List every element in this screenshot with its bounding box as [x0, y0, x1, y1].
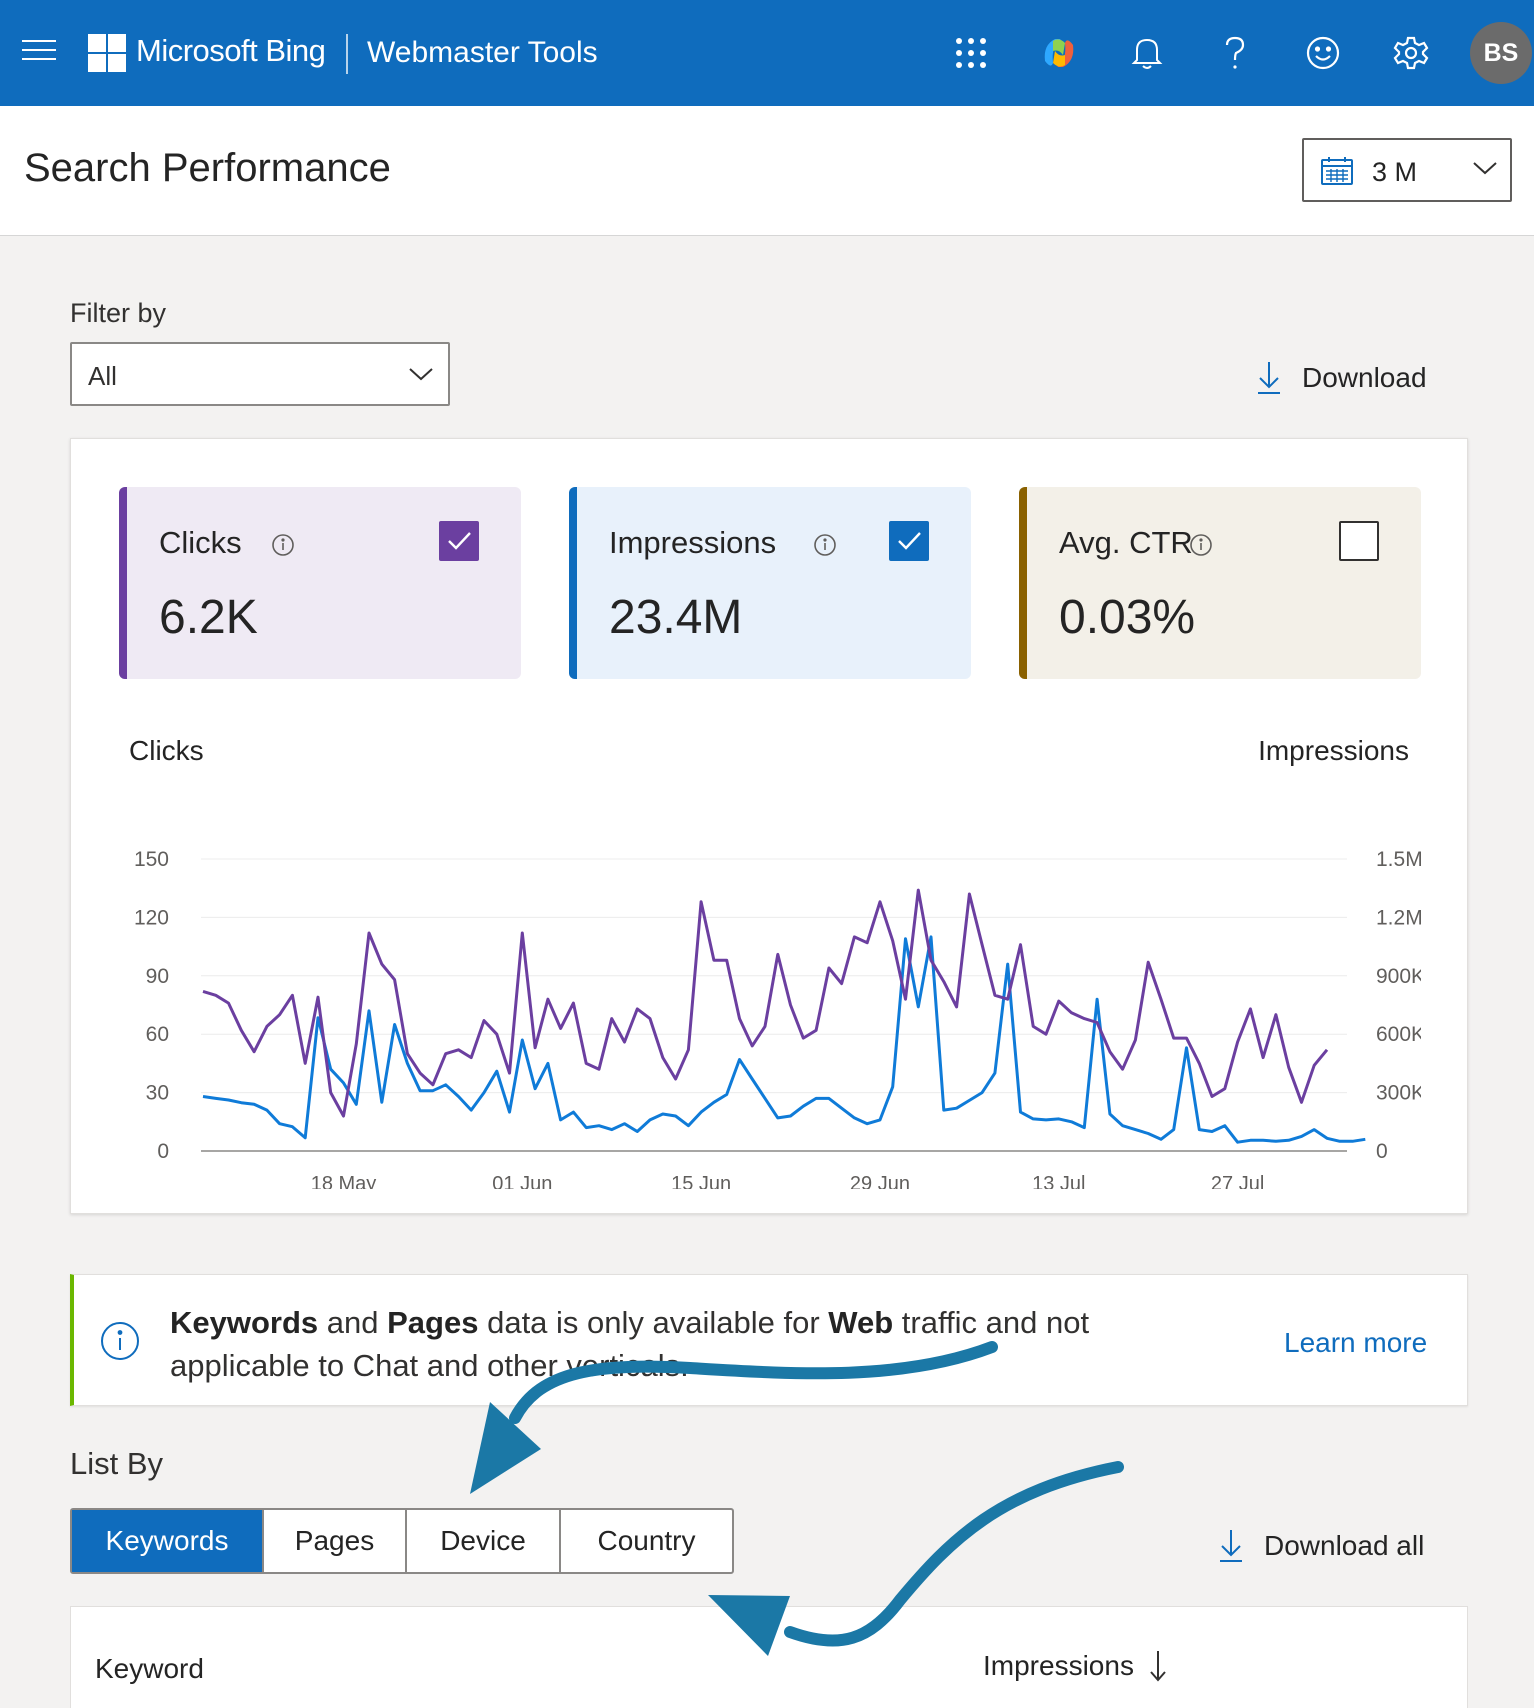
- microsoft-logo-icon: [88, 34, 126, 72]
- metric-accent-bar: [1019, 487, 1027, 679]
- right-axis-tick-label: 900K: [1376, 965, 1425, 988]
- filter-value: All: [88, 361, 117, 391]
- tab-country[interactable]: Country: [597, 1525, 696, 1556]
- x-axis-tick-label: 15 Jun: [671, 1173, 731, 1189]
- column-header-label: Impressions: [983, 1650, 1134, 1681]
- apps-grid-icon[interactable]: [946, 28, 996, 78]
- download-all-label: Download all: [1264, 1530, 1425, 1561]
- checkmark-icon: [448, 532, 471, 550]
- list-by-segmented-control: Keywords Pages Device Country: [70, 1508, 734, 1574]
- metric-checkbox[interactable]: [1339, 521, 1379, 561]
- x-axis-tick-label: 01 Jun: [492, 1173, 552, 1189]
- left-axis-tick-label: 0: [157, 1140, 169, 1163]
- download-all-button[interactable]: Download all: [1218, 1524, 1424, 1568]
- sort-descending-icon: [1150, 1651, 1166, 1682]
- tab-device[interactable]: Device: [407, 1510, 561, 1572]
- right-axis-tick-label: 1.2M: [1376, 906, 1423, 929]
- right-axis-tick-label: 300K: [1376, 1082, 1425, 1105]
- info-banner: Keywords and Pages data is only availabl…: [70, 1274, 1468, 1406]
- chevron-down-icon: [1473, 162, 1497, 175]
- right-axis-tick-label: 0: [1376, 1140, 1388, 1163]
- keywords-table: Keyword Impressions: [70, 1606, 1468, 1708]
- menu-icon[interactable]: [22, 40, 56, 64]
- product-name[interactable]: Webmaster Tools: [367, 36, 598, 69]
- settings-gear-icon[interactable]: [1386, 28, 1436, 78]
- download-icon: [1220, 1530, 1242, 1562]
- top-navigation-bar: Microsoft Bing Webmaster Tools: [0, 0, 1534, 106]
- metric-value: 6.2K: [159, 591, 258, 644]
- avatar[interactable]: BS: [1470, 22, 1532, 84]
- banner-text: data is only available for: [478, 1305, 829, 1340]
- right-axis-tick-label: 600K: [1376, 1023, 1425, 1046]
- info-icon: [101, 1322, 139, 1360]
- copilot-icon[interactable]: [1034, 28, 1084, 78]
- column-header-impressions[interactable]: Impressions: [983, 1649, 1168, 1683]
- metric-card-clicks[interactable]: Clicks 6.2K: [119, 487, 521, 679]
- banner-pages: Pages: [387, 1305, 479, 1340]
- metric-accent-bar: [119, 487, 127, 679]
- banner-keywords: Keywords: [170, 1305, 319, 1340]
- chevron-down-icon: [409, 368, 433, 381]
- help-icon[interactable]: [1210, 28, 1260, 78]
- tab-keywords[interactable]: Keywords: [72, 1510, 264, 1572]
- chart-left-axis-label: Clicks: [129, 735, 204, 766]
- info-icon[interactable]: [813, 533, 837, 557]
- download-icon: [1258, 362, 1280, 394]
- banner-web: Web: [828, 1305, 894, 1340]
- banner-text: and: [318, 1305, 388, 1340]
- info-icon[interactable]: [271, 533, 295, 557]
- metric-value: 23.4M: [609, 591, 743, 644]
- left-axis-tick-label: 90: [146, 965, 169, 988]
- tab-pages[interactable]: Pages: [264, 1510, 407, 1572]
- bell-icon[interactable]: [1122, 28, 1172, 78]
- right-axis-tick-label: 1.5M: [1376, 848, 1423, 871]
- download-button[interactable]: Download: [1256, 356, 1427, 400]
- page-header: Search Performance 3 M: [0, 106, 1534, 236]
- performance-card: Clicks 6.2K Impressions 23.4M Avg. CTR 0…: [70, 438, 1468, 1214]
- left-axis-tick-label: 60: [146, 1023, 169, 1046]
- date-range-value: 3 M: [1372, 157, 1418, 187]
- filter-dropdown[interactable]: All: [70, 342, 450, 406]
- date-range-dropdown[interactable]: 3 M: [1302, 138, 1512, 202]
- feedback-smiley-icon[interactable]: [1298, 28, 1348, 78]
- metric-card-impressions[interactable]: Impressions 23.4M: [569, 487, 971, 679]
- checkmark-icon: [898, 532, 921, 550]
- calendar-icon: [1321, 157, 1353, 185]
- download-label: Download: [1302, 362, 1427, 393]
- x-axis-tick-label: 18 May: [311, 1173, 377, 1189]
- metric-checkbox[interactable]: [439, 521, 479, 561]
- metric-name: Avg. CTR: [1059, 525, 1193, 560]
- x-axis-tick-label: 13 Jul: [1032, 1173, 1085, 1189]
- x-axis-tick-label: 27 Jul: [1211, 1173, 1264, 1189]
- brand-name[interactable]: Microsoft Bing: [136, 33, 326, 68]
- list-by-label: List By: [70, 1446, 164, 1481]
- learn-more-link[interactable]: Learn more: [1284, 1327, 1428, 1358]
- series-line-impressions: [202, 935, 1366, 1144]
- right-axis-mask: [1421, 829, 1467, 1169]
- column-header-keyword[interactable]: Keyword: [95, 1653, 204, 1684]
- left-axis-tick-label: 120: [134, 906, 169, 929]
- brand-divider: [346, 34, 348, 74]
- x-axis-tick-label: 29 Jun: [850, 1173, 910, 1189]
- metric-checkbox[interactable]: [889, 521, 929, 561]
- performance-line-chart: 150 1.5M 120 1.2M 90 900K 60 600K 30 300K 0 0 18 May…: [134, 829, 1467, 1189]
- chart-right-axis-label: Impressions: [1258, 735, 1409, 766]
- left-axis-tick-label: 30: [146, 1082, 169, 1105]
- series-line-clicks: [202, 888, 1329, 1118]
- metric-name: Impressions: [609, 525, 777, 560]
- info-icon[interactable]: [1189, 533, 1213, 557]
- filter-label: Filter by: [70, 298, 167, 328]
- metric-name: Clicks: [159, 525, 242, 560]
- left-axis-tick-label: 150: [134, 848, 169, 871]
- annotation-arrowhead-1: [470, 1402, 541, 1494]
- banner-message: Keywords and Pages data is only availabl…: [170, 1301, 1230, 1387]
- metric-value: 0.03%: [1059, 591, 1196, 644]
- metric-card-avg-ctr[interactable]: Avg. CTR 0.03%: [1019, 487, 1421, 679]
- page-title: Search Performance: [24, 146, 391, 190]
- metric-accent-bar: [569, 487, 577, 679]
